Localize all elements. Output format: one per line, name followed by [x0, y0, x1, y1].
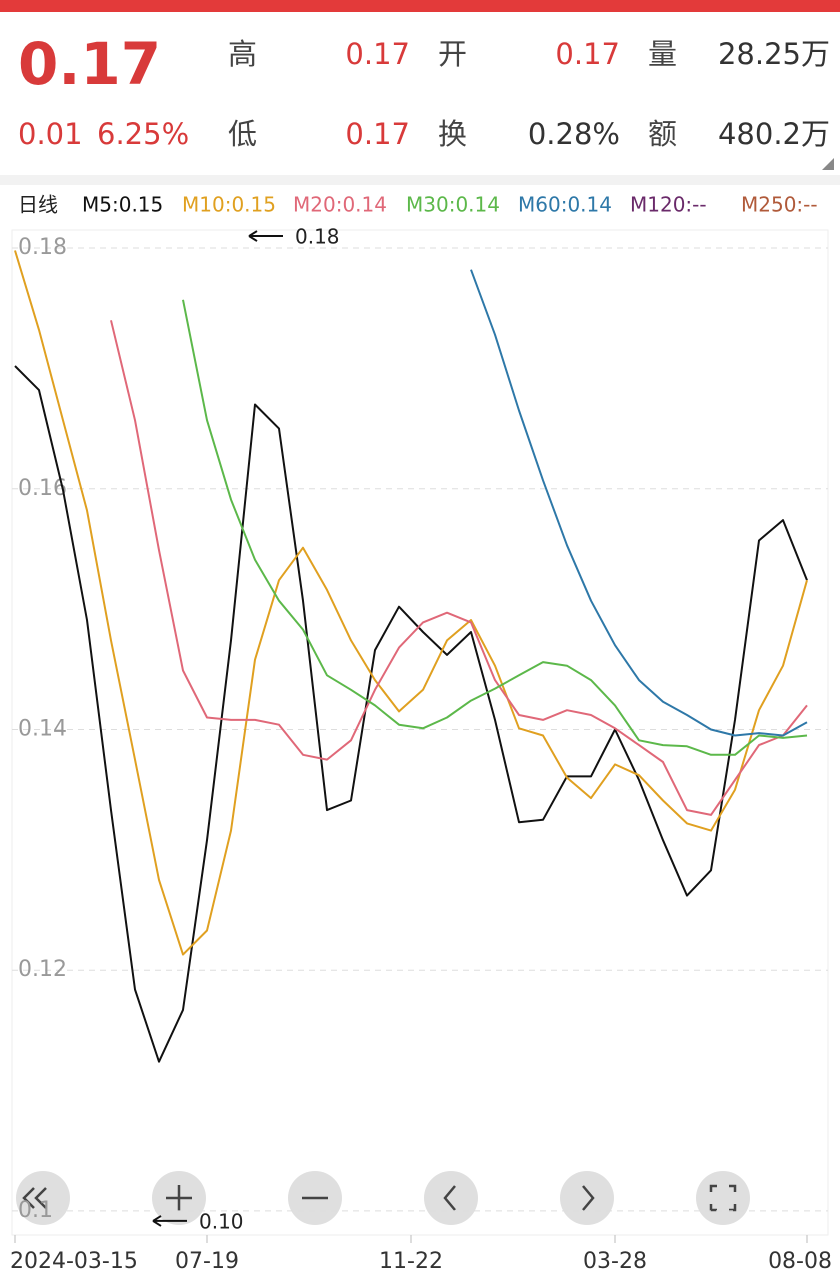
field-label: 高 [228, 37, 257, 71]
field-label: 低 [228, 117, 257, 151]
control-button[interactable] [696, 1171, 750, 1225]
change: 0.01 [18, 117, 83, 151]
button-icon [443, 1185, 456, 1211]
control-button[interactable] [560, 1171, 614, 1225]
field-value: 0.17 [345, 37, 410, 71]
control-button[interactable] [288, 1171, 342, 1225]
field-label: 量 [648, 37, 677, 71]
field-value: 0.17 [345, 117, 410, 151]
y-tick-label: 0.18 [18, 235, 67, 260]
separator [0, 175, 840, 185]
field-label: 开 [438, 37, 467, 71]
price: 0.17 [18, 30, 161, 98]
annotation-arrow [248, 230, 283, 242]
y-tick-label: 0.16 [18, 476, 67, 501]
legend-item: M20:0.14 [293, 193, 387, 217]
button-bg [696, 1171, 750, 1225]
control-button[interactable] [424, 1171, 478, 1225]
legend-item: M250:-- [741, 193, 818, 217]
y-tick-label: 0.14 [18, 716, 67, 741]
x-tick-label: 2024-03-15 [10, 1249, 138, 1274]
legend-item: M60:0.14 [518, 193, 612, 217]
x-tick-label: 07-19 [175, 1249, 239, 1274]
ma-line [14, 250, 808, 956]
x-tick-label: 03-28 [583, 1249, 647, 1274]
x-tick-label: 08-08 [768, 1249, 832, 1274]
change-pct: 6.25% [97, 117, 189, 151]
button-bg [424, 1171, 478, 1225]
field-label: 换 [438, 117, 467, 151]
control-button[interactable] [16, 1171, 70, 1225]
annotation-text: 0.10 [199, 1209, 244, 1233]
control-button[interactable] [152, 1171, 206, 1225]
ma-line [110, 320, 808, 816]
annotation-arrow [152, 1215, 187, 1227]
field-value: 0.28% [528, 117, 620, 151]
plot-frame [11, 229, 829, 1236]
ma-line [470, 269, 808, 737]
ma-line [14, 365, 808, 1063]
button-icon [709, 1184, 737, 1212]
controls [16, 1171, 750, 1225]
button-bg [16, 1171, 70, 1225]
period: 日线 [18, 193, 58, 217]
legend-item: M10:0.15 [182, 193, 276, 217]
y-tick-label: 0.1 [18, 1198, 53, 1223]
field-value: 28.25万 [718, 37, 830, 71]
legend-item: M30:0.14 [406, 193, 500, 217]
corner-mark [822, 158, 834, 170]
button-icon [582, 1185, 595, 1211]
annotation-text: 0.18 [295, 225, 340, 249]
field-value: 0.17 [555, 37, 620, 71]
ma-line [182, 299, 808, 756]
legend-item: M120:-- [630, 193, 707, 217]
button-bg [560, 1171, 614, 1225]
top-bar [0, 0, 840, 12]
legend-item: M5:0.15 [82, 193, 163, 217]
field-label: 额 [648, 117, 677, 151]
field-value: 480.2万 [718, 117, 830, 151]
y-tick-label: 0.12 [18, 957, 67, 982]
x-tick-label: 11-22 [379, 1249, 443, 1274]
button-icon [166, 1185, 192, 1211]
button-icon [22, 1187, 47, 1209]
